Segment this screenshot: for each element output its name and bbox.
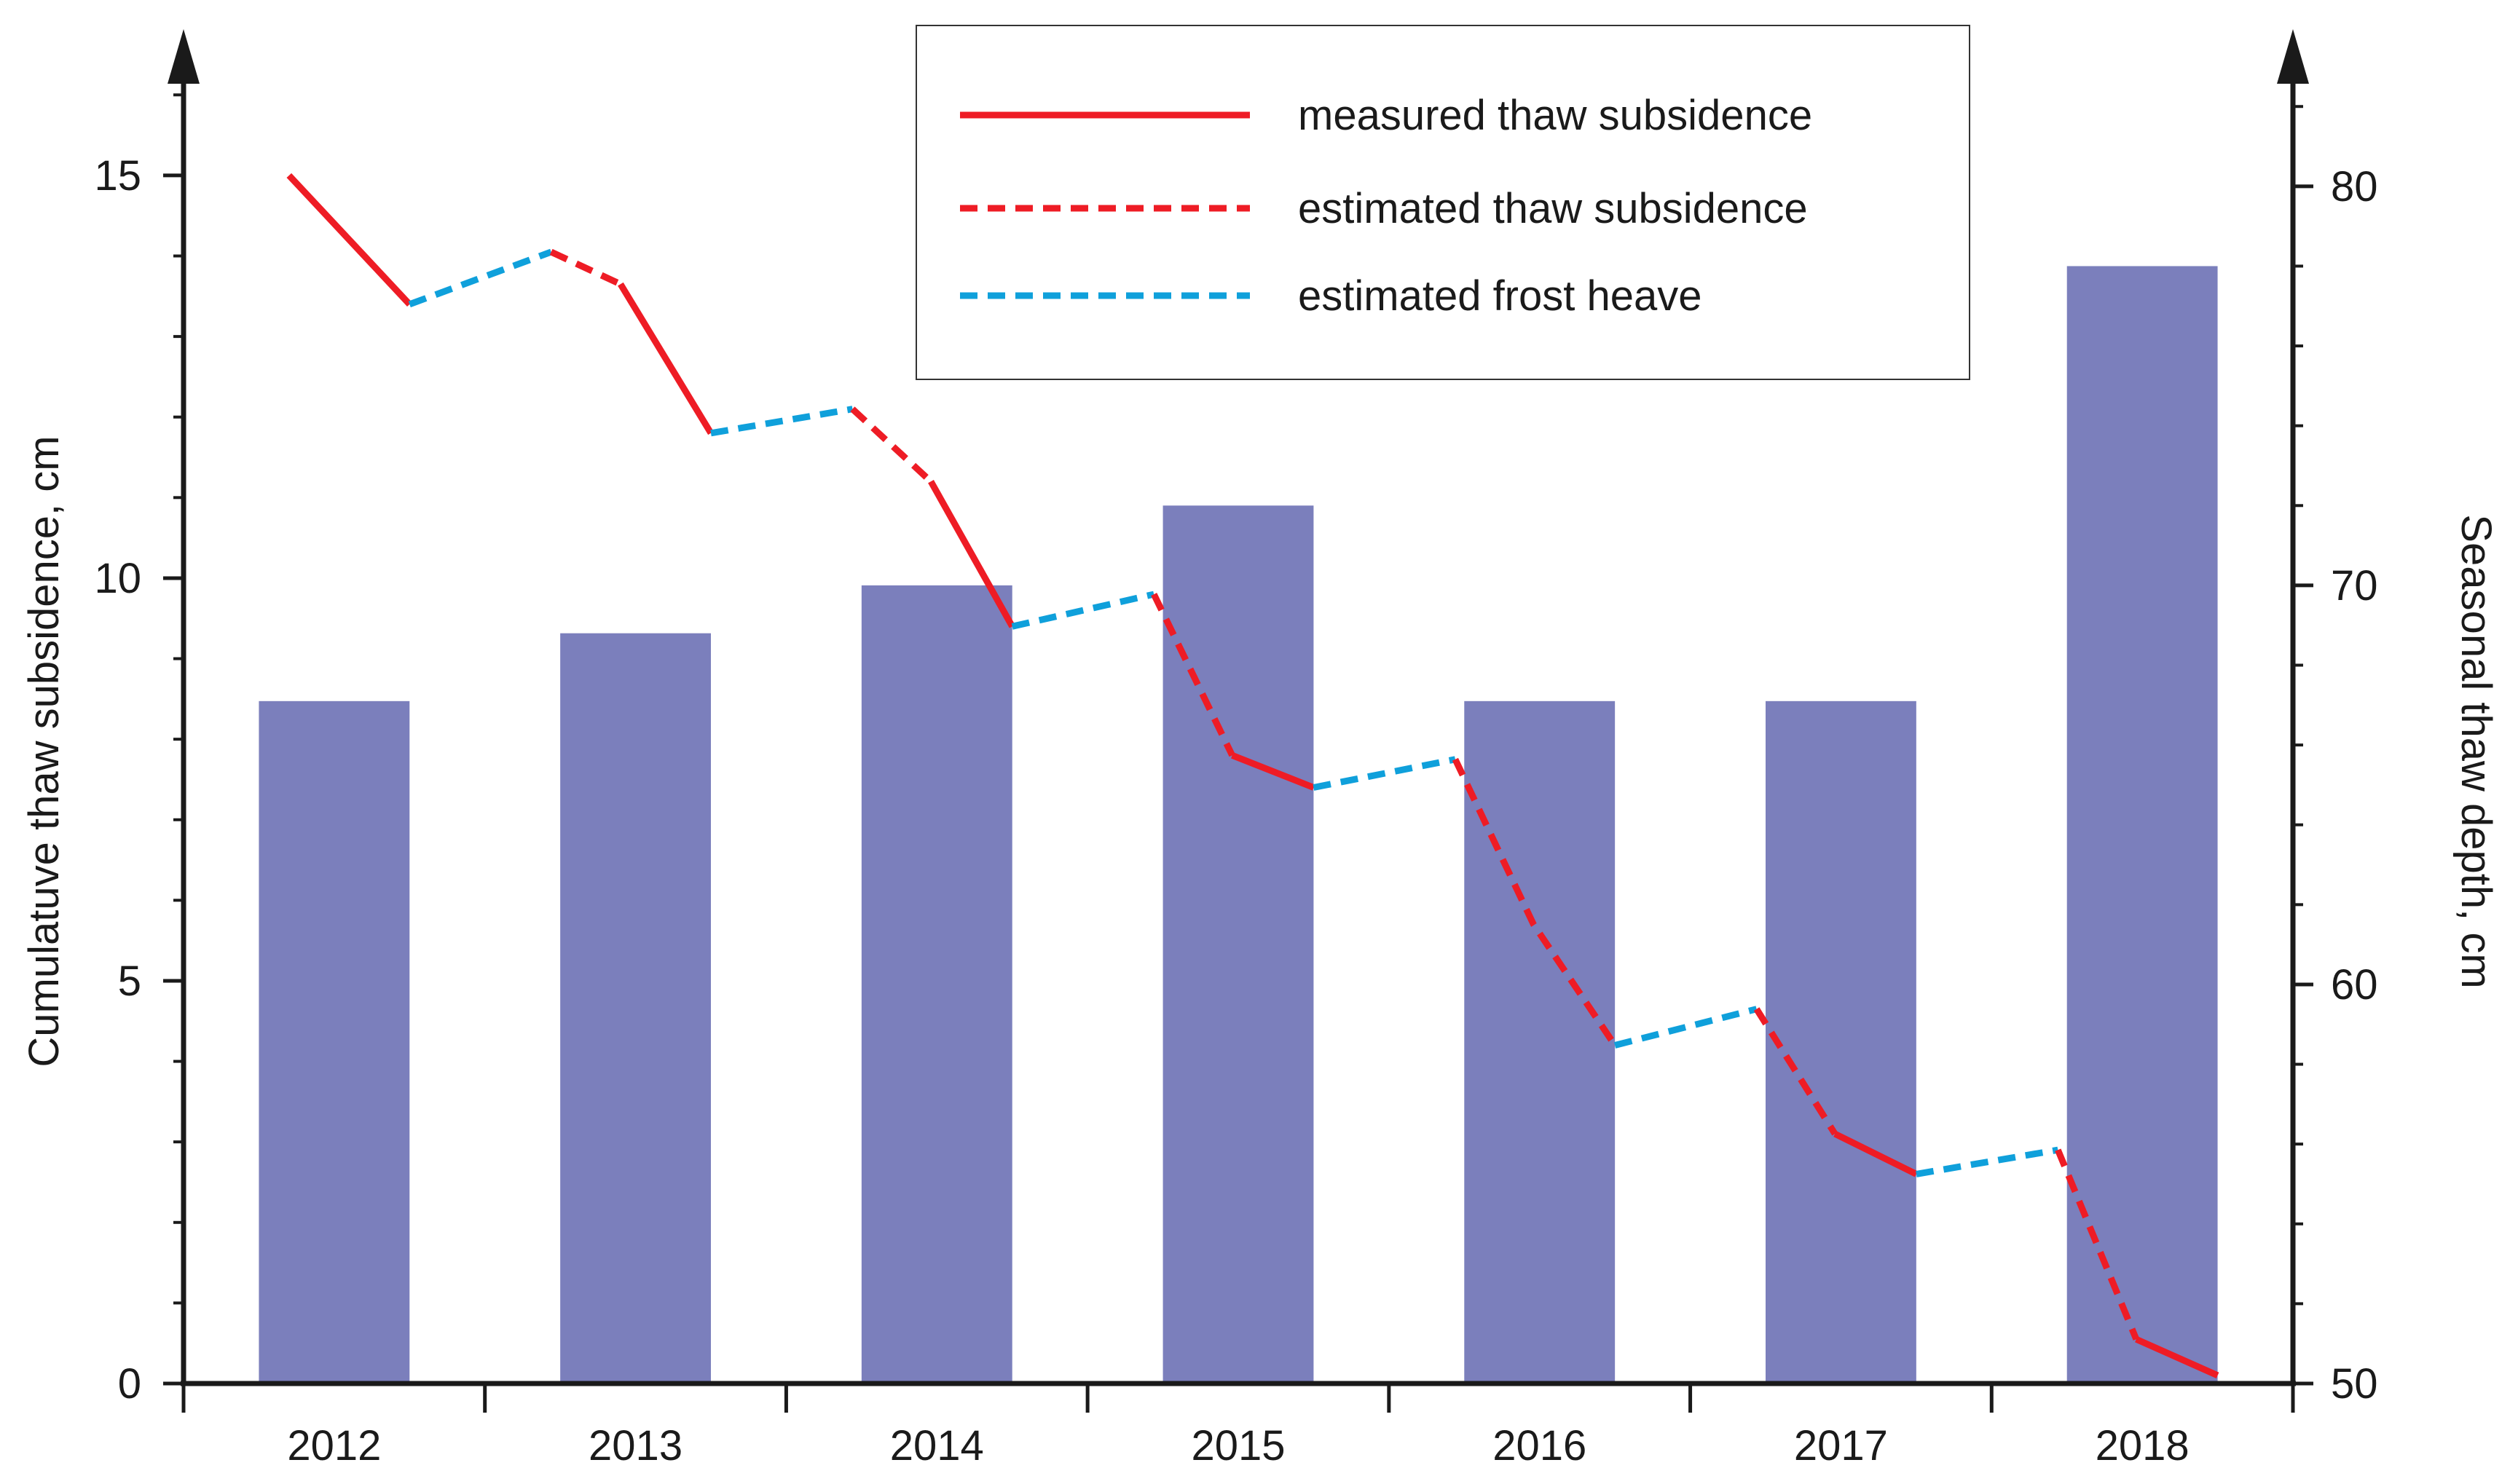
line-segment-measured [1833,1131,1918,1177]
line-segment-measured [286,173,412,307]
y-right-tick-label: 60 [2331,961,2378,1009]
x-tick-label-2012: 2012 [287,1422,381,1469]
line-series-layer [286,173,2219,1379]
line-segment-frost [1916,1146,2059,1177]
x-tick-label-2014: 2014 [890,1422,984,1469]
y-left-tick-label: 15 [94,152,141,200]
line-segment-estimated [1452,757,1618,1048]
legend: measured thaw subsidence estimated thaw … [916,25,1970,380]
x-tick-label-2017: 2017 [1794,1422,1888,1469]
legend-label-frost-heave: estimated frost heave [1298,272,1702,320]
line-segment-measured [2135,1336,2219,1379]
x-tick-label-2013: 2013 [589,1422,682,1469]
y-right-tick-label: 80 [2331,163,2378,210]
y-right-tick-label: 50 [2331,1360,2378,1408]
y-left-tick-label: 0 [118,1360,141,1408]
bar-2014 [861,585,1012,1384]
legend-box [916,25,1970,380]
legend-label-estimated: estimated thaw subsidence [1298,185,1808,232]
line-segment-frost [1613,1006,1758,1049]
y-right-tick-label: 70 [2331,562,2378,609]
bar-2013 [560,633,711,1384]
line-segment-measured [618,282,714,435]
bar-2015 [1162,505,1314,1384]
axes-layer: 0 5 10 15 50 60 70 80 2012 2013 2014 2015 2016 2017 20… [94,29,2378,1469]
bar-2012 [259,700,410,1384]
bars-layer [259,266,2218,1384]
line-segment-estimated [2055,1148,2140,1341]
y-left-tick-label: 5 [118,958,141,1005]
y-left-tick-label: 10 [94,555,141,602]
bar-2016 [1464,700,1616,1384]
bar-2017 [1766,700,1916,1384]
line-segment-estimated [850,406,934,484]
y-left-axis-title: Cumulatuve thaw subsidence, cm [20,435,68,1067]
x-tick-label-2016: 2016 [1492,1422,1586,1469]
line-segment-frost [408,248,553,308]
line-segment-estimated [1753,1007,1838,1136]
y-right-axis-title: Seasonal thaw depth, cm [2452,514,2500,988]
y-left-axis-arrow [168,29,200,84]
x-tick-label-2018: 2018 [2096,1422,2190,1469]
line-segment-measured [1231,752,1315,791]
line-segment-measured [928,479,1015,628]
bar-2018 [2066,266,2218,1384]
line-segment-frost [1011,591,1155,630]
line-segment-frost [1313,756,1456,791]
legend-label-measured: measured thaw subsidence [1298,92,1812,139]
line-segment-estimated [549,248,622,288]
line-segment-frost [710,406,854,437]
y-right-axis-arrow [2277,29,2309,84]
x-tick-label-2015: 2015 [1191,1422,1285,1469]
line-segment-estimated [1151,593,1235,757]
